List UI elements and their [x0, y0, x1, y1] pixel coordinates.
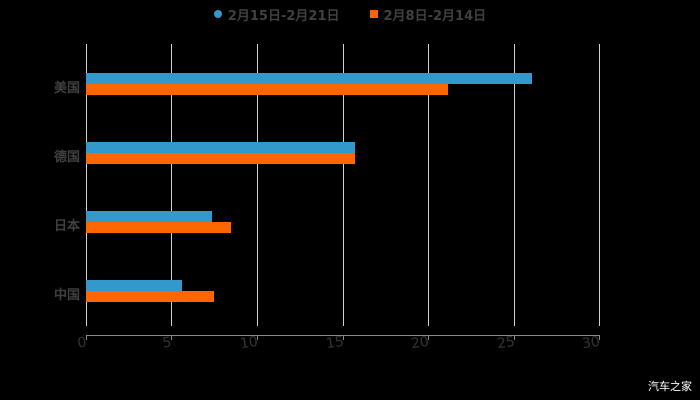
x-tick-label: 20	[410, 333, 430, 353]
x-tick-label: 30	[581, 333, 601, 353]
x-tick-label: 10	[239, 333, 259, 353]
x-tick-label: 15	[325, 333, 345, 353]
bar-usa-feb8-14[interactable]	[86, 84, 448, 95]
bar-usa-feb15-21[interactable]	[86, 73, 532, 84]
gridline	[257, 44, 258, 326]
watermark-autohome: 汽车之家	[648, 380, 692, 393]
gridline	[86, 44, 87, 326]
legend-label: 2月15日-2月21日	[227, 8, 340, 24]
bar-china-feb8-14[interactable]	[86, 291, 214, 302]
plot-area	[86, 44, 600, 326]
bar-japan-feb15-21[interactable]	[86, 211, 212, 222]
legend-label: 2月8日-2月14日	[383, 8, 487, 24]
legend-square-marker-icon	[369, 10, 378, 18]
gridline	[428, 44, 429, 326]
category-label-china: 中国	[53, 288, 80, 303]
gridline	[514, 44, 515, 326]
bar-germany-feb8-14[interactable]	[86, 153, 355, 164]
category-label-germany: 德国	[53, 150, 80, 165]
x-tick	[171, 335, 172, 340]
legend-item-week-feb15-21[interactable]: 2月15日-2月21日	[213, 5, 340, 24]
bar-china-feb15-21[interactable]	[86, 280, 182, 291]
x-tick-label: 25	[496, 333, 516, 353]
x-tick	[514, 335, 515, 340]
x-tick	[428, 335, 429, 340]
category-label-japan: 日本	[53, 219, 80, 234]
bar-japan-feb8-14[interactable]	[86, 222, 231, 233]
x-tick	[343, 335, 344, 340]
chart-legend: 2月15日-2月21日 2月8日-2月14日	[0, 4, 700, 24]
category-label-usa: 美国	[53, 81, 80, 96]
x-tick	[599, 335, 600, 340]
legend-circle-marker-icon	[213, 10, 222, 18]
gridline	[343, 44, 344, 326]
gridline	[171, 44, 172, 326]
bar-germany-feb15-21[interactable]	[86, 142, 355, 153]
legend-item-week-feb8-14[interactable]: 2月8日-2月14日	[369, 5, 487, 24]
gridline	[599, 44, 600, 326]
x-tick	[86, 335, 87, 340]
x-tick	[257, 335, 258, 340]
